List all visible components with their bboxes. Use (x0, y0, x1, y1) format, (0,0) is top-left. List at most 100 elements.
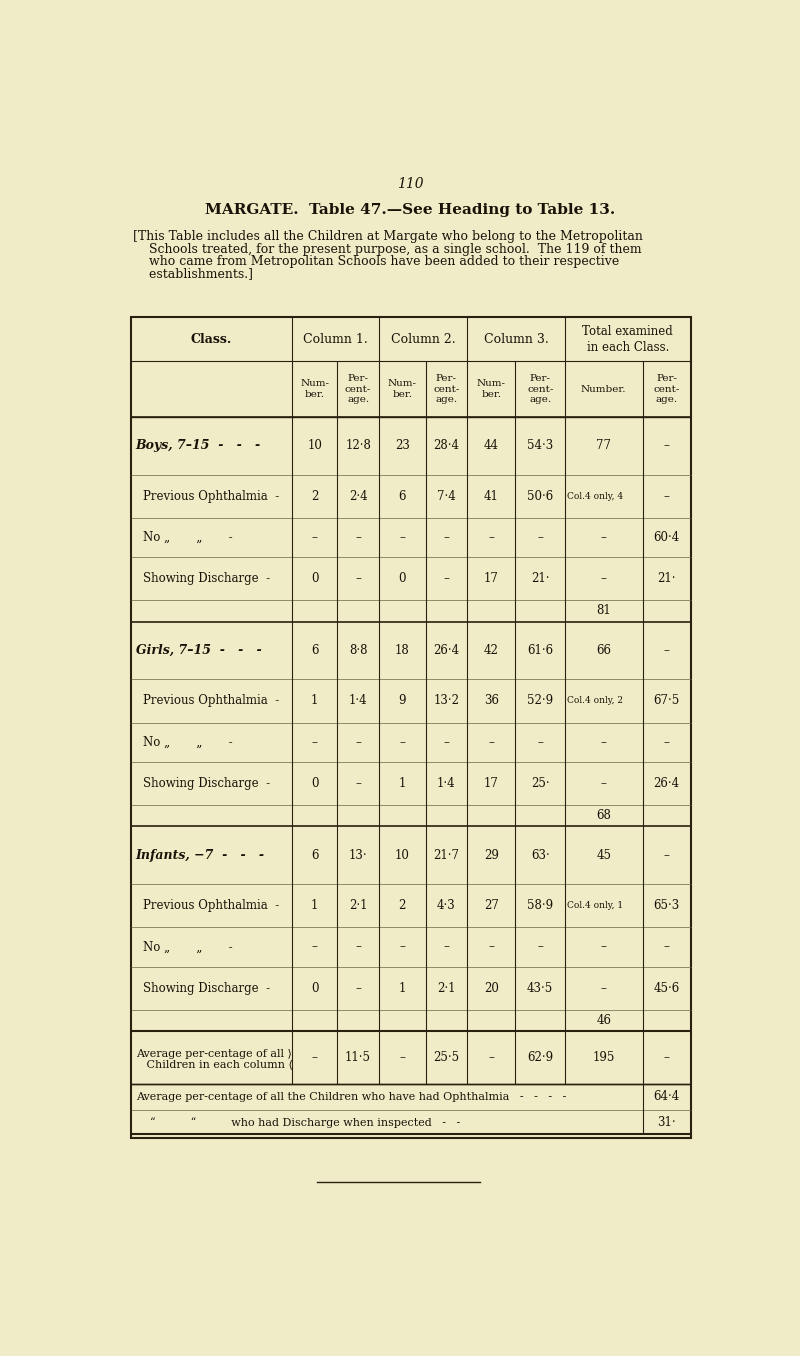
Text: 58·9: 58·9 (527, 899, 554, 913)
Text: Girls, 7–15  -   -   -: Girls, 7–15 - - - (136, 644, 262, 658)
Text: 21·7: 21·7 (434, 849, 459, 862)
Text: 25·: 25· (531, 777, 550, 789)
Text: Showing Discharge  -: Showing Discharge - (143, 572, 270, 584)
Text: Num-
ber.: Num- ber. (477, 380, 506, 399)
Text: 44: 44 (484, 439, 499, 452)
Text: –: – (663, 490, 670, 503)
Text: 9: 9 (398, 694, 406, 708)
Text: Average per-centage of all ⟩: Average per-centage of all ⟩ (136, 1048, 291, 1059)
Text: Col.4 only, 4: Col.4 only, 4 (567, 492, 623, 500)
Text: 6: 6 (311, 849, 318, 862)
Text: 0: 0 (398, 572, 406, 584)
Text: 18: 18 (395, 644, 410, 658)
Text: 63·: 63· (531, 849, 550, 862)
Text: Previous Ophthalmia  -: Previous Ophthalmia - (143, 899, 280, 913)
Text: –: – (489, 530, 494, 544)
Text: Total examined
in each Class.: Total examined in each Class. (582, 324, 673, 354)
Text: Schools treated, for the present purpose, as a single school.  The 119 of them: Schools treated, for the present purpose… (133, 243, 641, 256)
Text: 45: 45 (596, 849, 611, 862)
Text: 26·4: 26·4 (654, 777, 679, 789)
Text: 21·: 21· (658, 572, 676, 584)
Text: 65·3: 65·3 (654, 899, 680, 913)
Text: 64·4: 64·4 (654, 1090, 680, 1104)
Text: 41: 41 (484, 490, 499, 503)
Text: –: – (601, 530, 606, 544)
Text: –: – (601, 736, 606, 749)
Text: 8·8: 8·8 (349, 644, 367, 658)
Text: Col.4 only, 2: Col.4 only, 2 (567, 697, 623, 705)
Text: No „       „       -: No „ „ - (143, 736, 233, 749)
Text: 68: 68 (596, 810, 611, 822)
Text: –: – (663, 644, 670, 658)
Text: –: – (355, 941, 361, 953)
Text: 42: 42 (484, 644, 499, 658)
Text: –: – (443, 530, 450, 544)
Text: –: – (443, 736, 450, 749)
Text: 11·5: 11·5 (345, 1051, 371, 1064)
Text: establishments.]: establishments.] (133, 267, 253, 281)
Text: Per-
cent-
age.: Per- cent- age. (345, 374, 371, 404)
Text: 6: 6 (311, 644, 318, 658)
Text: 60·4: 60·4 (654, 530, 680, 544)
Text: 1: 1 (398, 982, 406, 995)
Text: 0: 0 (311, 982, 318, 995)
Text: 110: 110 (397, 176, 423, 191)
Text: 46: 46 (596, 1014, 611, 1026)
Text: –: – (355, 777, 361, 789)
Text: Children in each column ⟨: Children in each column ⟨ (136, 1059, 293, 1070)
Text: –: – (663, 941, 670, 953)
Text: Class.: Class. (191, 332, 232, 346)
Text: “          “          who had Discharge when inspected   -   -: “ “ who had Discharge when inspected - - (136, 1117, 460, 1128)
Text: [This Table includes all the Children at Margate who belong to the Metropolitan: [This Table includes all the Children at… (133, 231, 642, 244)
Text: Previous Ophthalmia  -: Previous Ophthalmia - (143, 490, 280, 503)
Text: 43·5: 43·5 (527, 982, 554, 995)
Text: –: – (355, 982, 361, 995)
Text: 66: 66 (596, 644, 611, 658)
Text: Num-
ber.: Num- ber. (388, 380, 417, 399)
Text: –: – (601, 777, 606, 789)
Text: Per-
cent-
age.: Per- cent- age. (434, 374, 460, 404)
Text: 21·: 21· (531, 572, 550, 584)
Text: Num-
ber.: Num- ber. (300, 380, 329, 399)
Text: Per-
cent-
age.: Per- cent- age. (527, 374, 554, 404)
Text: –: – (399, 530, 405, 544)
Text: Per-
cent-
age.: Per- cent- age. (654, 374, 680, 404)
Text: –: – (312, 530, 318, 544)
Text: 28·4: 28·4 (434, 439, 459, 452)
Text: 1: 1 (398, 777, 406, 789)
Text: Showing Discharge  -: Showing Discharge - (143, 982, 270, 995)
Text: 52·9: 52·9 (527, 694, 554, 708)
Text: –: – (489, 941, 494, 953)
Text: Column 3.: Column 3. (484, 332, 549, 346)
Text: Number.: Number. (581, 385, 626, 393)
Text: 1·4: 1·4 (437, 777, 456, 789)
Text: 0: 0 (311, 777, 318, 789)
Text: –: – (443, 572, 450, 584)
Text: 31·: 31· (658, 1116, 676, 1128)
Text: –: – (663, 849, 670, 862)
Text: –: – (355, 572, 361, 584)
Text: –: – (601, 941, 606, 953)
Text: 12·8: 12·8 (345, 439, 371, 452)
Text: –: – (355, 736, 361, 749)
Text: 1·4: 1·4 (349, 694, 367, 708)
Text: 17: 17 (484, 777, 499, 789)
Text: –: – (312, 736, 318, 749)
Text: 4·3: 4·3 (437, 899, 456, 913)
Text: Average per-centage of all the Children who have had Ophthalmia   -   -   -   -: Average per-centage of all the Children … (136, 1092, 566, 1101)
Text: –: – (538, 941, 543, 953)
Text: Column 1.: Column 1. (303, 332, 368, 346)
Text: Previous Ophthalmia  -: Previous Ophthalmia - (143, 694, 280, 708)
Text: 20: 20 (484, 982, 499, 995)
Text: 54·3: 54·3 (527, 439, 554, 452)
Text: 0: 0 (311, 572, 318, 584)
Text: 36: 36 (484, 694, 499, 708)
Text: –: – (663, 1051, 670, 1064)
Text: 2·1: 2·1 (437, 982, 456, 995)
Text: 45·6: 45·6 (654, 982, 680, 995)
Text: 195: 195 (593, 1051, 615, 1064)
Text: 25·5: 25·5 (434, 1051, 459, 1064)
Text: 10: 10 (307, 439, 322, 452)
Text: –: – (663, 439, 670, 452)
Text: 6: 6 (398, 490, 406, 503)
